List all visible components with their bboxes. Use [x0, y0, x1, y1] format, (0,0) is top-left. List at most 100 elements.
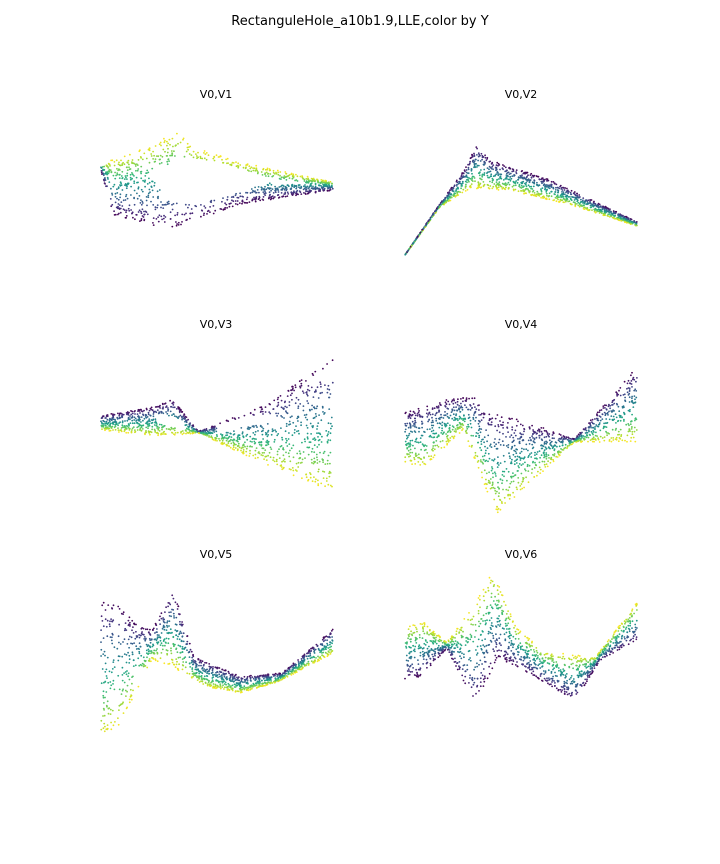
scatter-point [601, 418, 604, 420]
scatter-point [171, 431, 173, 434]
scatter-point [127, 426, 130, 429]
scatter-point [441, 433, 444, 435]
scatter-point [477, 152, 480, 155]
scatter-point [568, 437, 570, 440]
scatter-point [591, 438, 593, 441]
scatter-point [144, 416, 147, 418]
scatter-point [205, 158, 208, 161]
scatter-point [115, 159, 118, 162]
scatter-point [132, 426, 135, 428]
scatter-point [318, 184, 321, 187]
scatter-point [404, 253, 407, 256]
scatter-point [435, 417, 438, 420]
scatter-point [626, 217, 629, 220]
scatter-point [140, 165, 143, 168]
scatter-point [447, 192, 450, 194]
scatter-point [543, 463, 546, 466]
scatter-point [137, 409, 140, 412]
scatter-point [253, 167, 256, 170]
scatter-point [597, 423, 600, 426]
scatter-point [260, 444, 263, 447]
scatter-point [271, 430, 274, 433]
scatter-point [228, 445, 231, 447]
scatter-point [165, 428, 168, 430]
scatter-point [501, 440, 504, 443]
scatter-point [485, 449, 487, 452]
scatter-point [568, 440, 571, 443]
scatter-point [517, 190, 520, 193]
scatter-point [479, 160, 482, 162]
scatter-point [628, 392, 631, 395]
scatter-point [266, 441, 269, 444]
scatter-point [512, 480, 515, 483]
scatter-point [310, 386, 313, 389]
scatter-point [317, 479, 319, 482]
scatter-point [541, 177, 543, 180]
scatter-point [456, 400, 459, 403]
scatter-point [321, 188, 324, 190]
scatter-point [458, 432, 461, 434]
scatter-point [478, 425, 481, 428]
scatter-point [411, 431, 414, 433]
scatter-point [175, 224, 178, 227]
scatter-point [594, 434, 597, 437]
scatter-point [148, 409, 151, 412]
scatter-point [487, 434, 490, 437]
scatter-point [282, 177, 285, 179]
scatter-point [629, 382, 632, 385]
scatter-point [465, 429, 468, 432]
scatter-point [305, 188, 307, 191]
scatter-point [254, 433, 256, 436]
scatter-point [149, 191, 151, 194]
scatter-point [197, 432, 200, 434]
scatter-point [223, 436, 226, 439]
scatter-point [502, 444, 505, 447]
scatter-point [522, 439, 524, 441]
scatter-point [583, 201, 586, 203]
scatter-point [507, 178, 510, 181]
scatter-point [156, 204, 159, 207]
scatter-point [518, 463, 521, 465]
scatter-point [483, 161, 485, 163]
scatter-point [535, 457, 538, 460]
scatter-point [487, 187, 490, 189]
scatter-point [541, 187, 544, 190]
scatter-point [421, 461, 424, 463]
scatter-point [248, 170, 250, 172]
scatter-point [225, 203, 228, 206]
scatter-point [491, 177, 494, 180]
scatter-point [453, 185, 456, 188]
scatter-point [490, 469, 493, 472]
scatter-point [178, 415, 180, 418]
scatter-point [141, 200, 144, 203]
scatter-point [419, 415, 421, 418]
scatter-point [114, 428, 117, 431]
scatter-point [118, 414, 121, 417]
scatter-point [152, 150, 155, 153]
scatter-point [551, 434, 554, 436]
scatter-point [413, 430, 416, 432]
scatter-point [499, 185, 502, 188]
scatter-point [590, 206, 593, 209]
scatter-point [532, 181, 534, 184]
scatter-point [277, 401, 280, 404]
scatter-point [634, 398, 636, 401]
scatter-point [157, 220, 160, 223]
scatter-point [259, 425, 262, 428]
scatter-point [539, 193, 541, 196]
scatter-point [104, 426, 107, 429]
scatter-point [125, 176, 127, 179]
scatter-point [292, 421, 295, 424]
scatter-point [456, 183, 458, 186]
scatter-point [255, 164, 258, 167]
scatter-point [453, 435, 456, 438]
scatter-point [319, 383, 322, 385]
scatter-point [253, 408, 256, 411]
scatter-point [461, 182, 464, 185]
scatter-point [127, 163, 130, 166]
scatter-point [434, 212, 437, 215]
scatter-point [475, 432, 478, 434]
scatter-point [431, 216, 433, 219]
scatter-point [545, 455, 548, 458]
scatter-point [176, 213, 179, 216]
